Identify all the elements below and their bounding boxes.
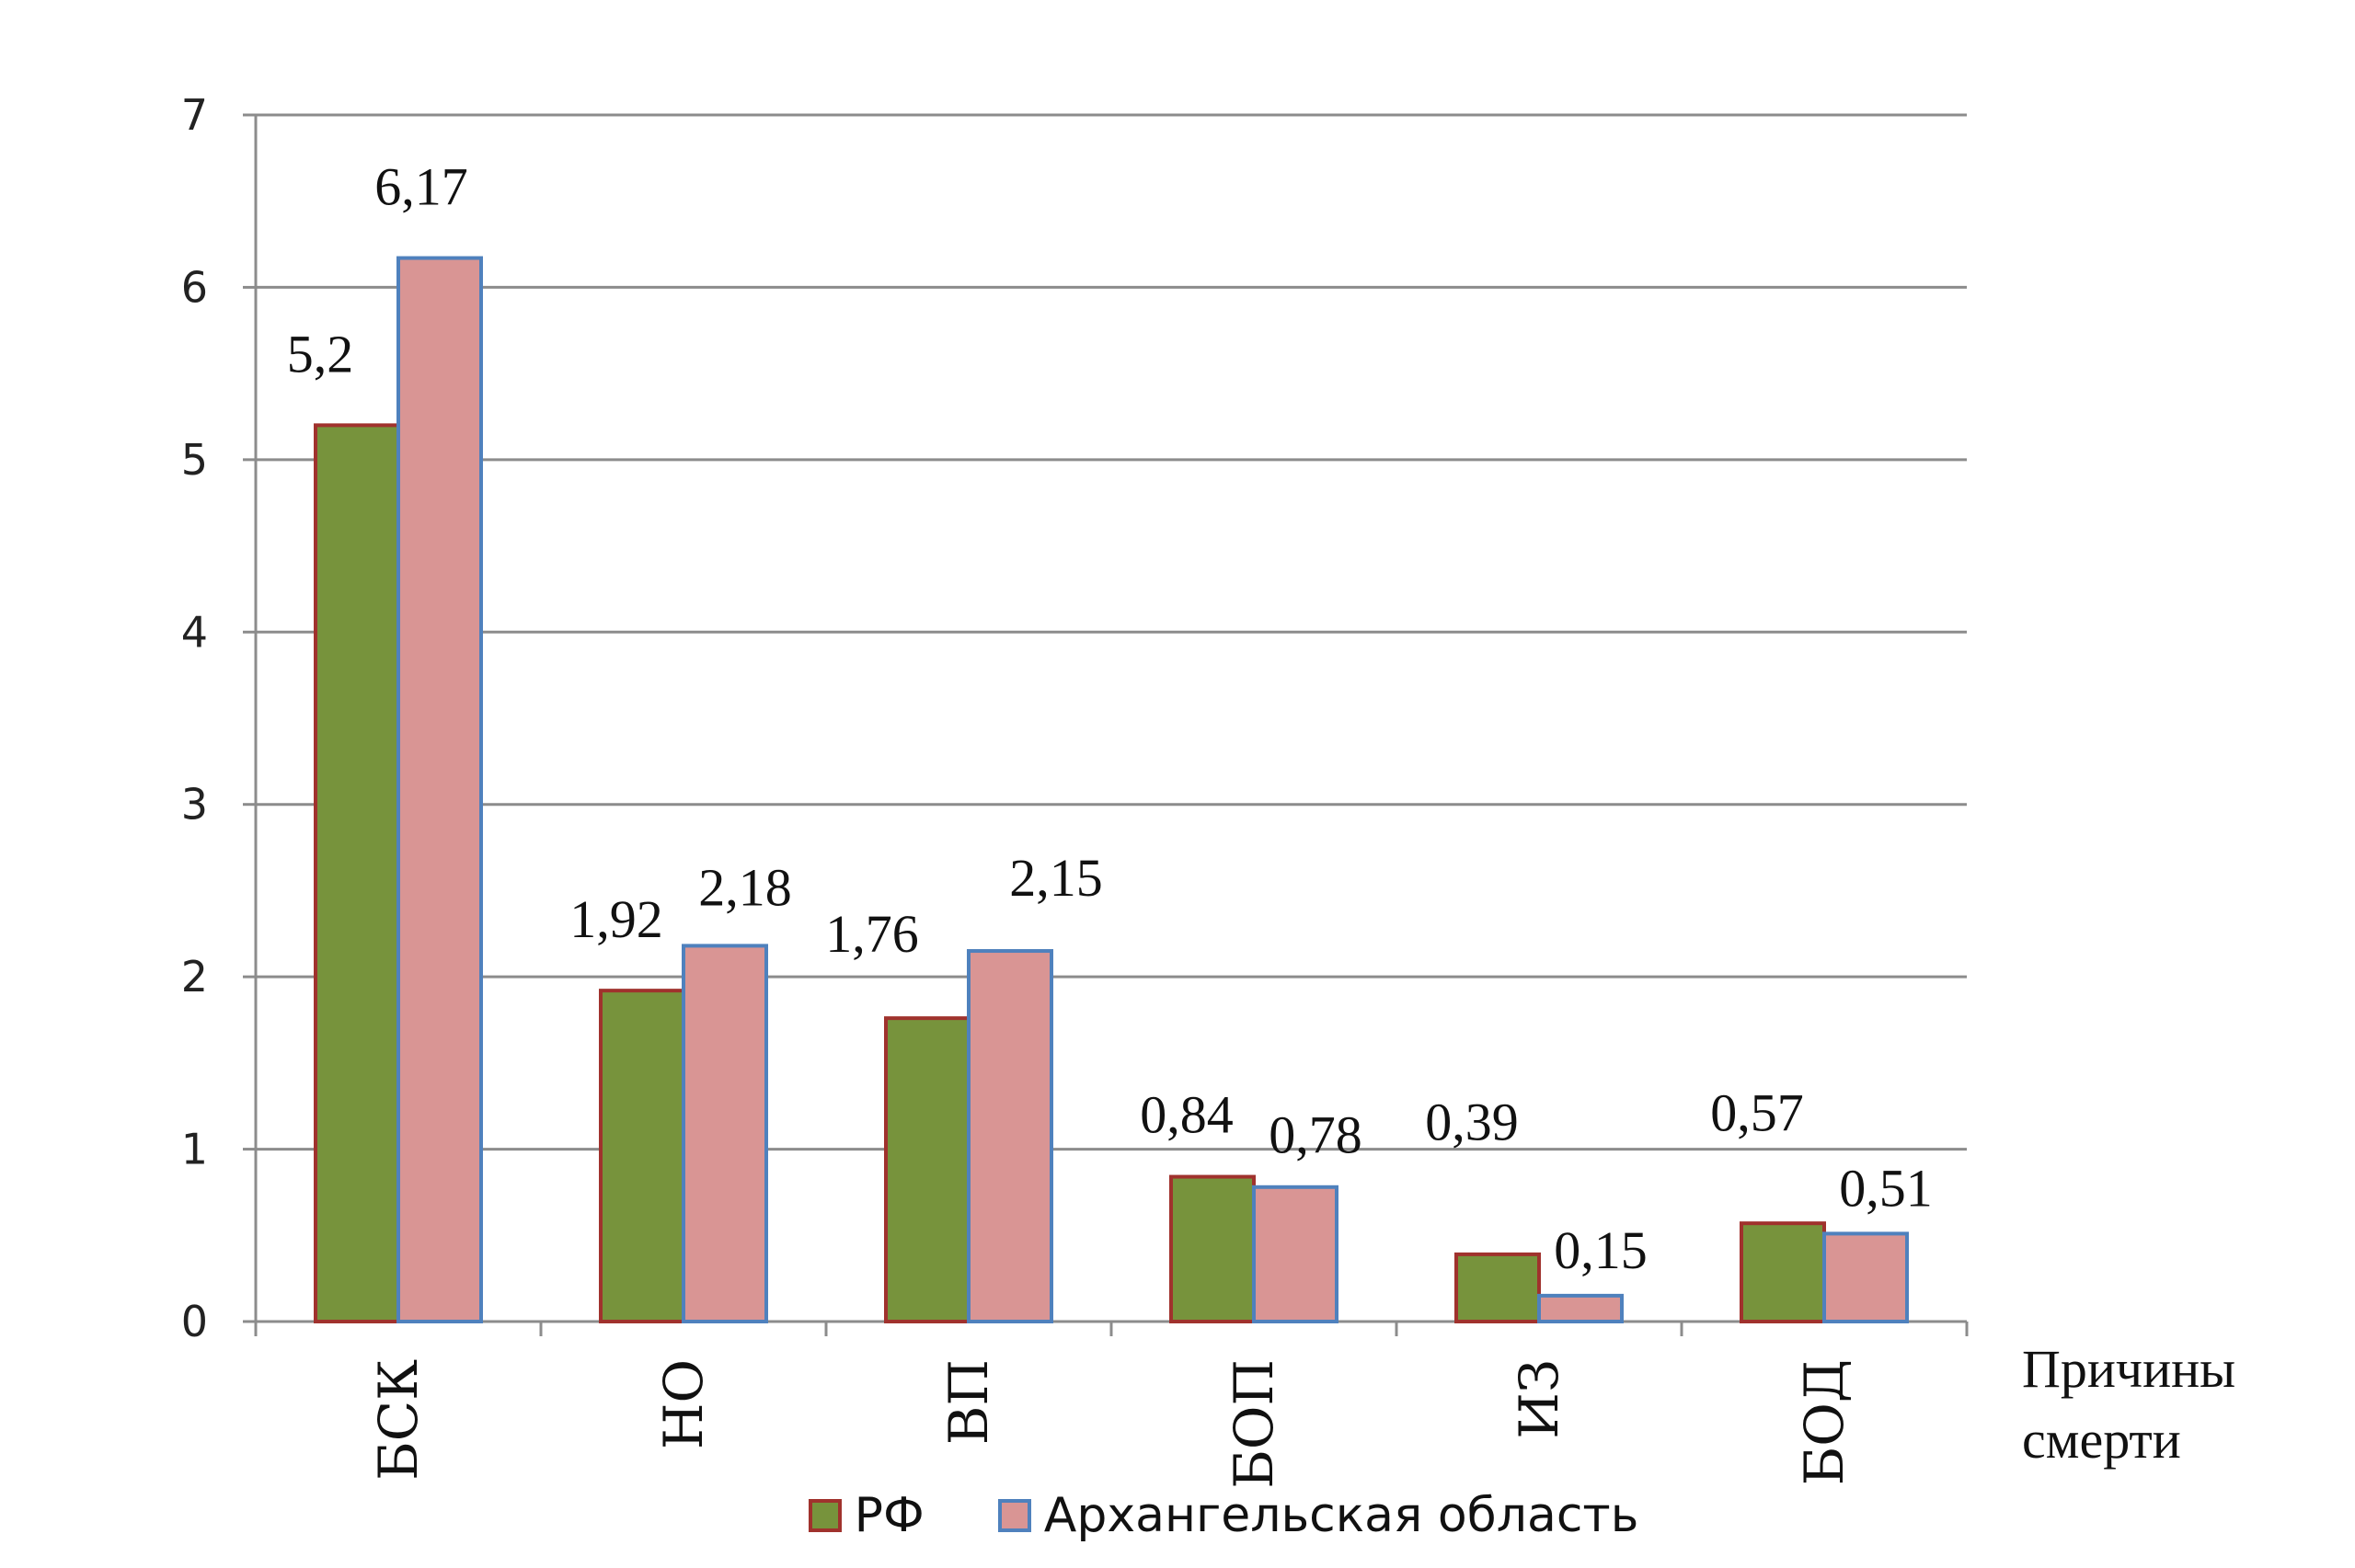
bar-arkhangelsk	[1822, 1231, 1909, 1323]
category-label: БОД	[1793, 1359, 1855, 1485]
bar-arkhangelsk	[1252, 1185, 1338, 1323]
y-tick-label: 0	[181, 1297, 208, 1346]
y-tick-label: 7	[181, 90, 208, 140]
y-tick-label: 1	[181, 1125, 208, 1174]
axes	[243, 113, 1969, 1336]
y-tick-labels: 0 1 2 3 4 5 6 7	[181, 90, 208, 1346]
data-label-rf: 0,39	[1425, 1093, 1519, 1152]
bar-rf	[884, 1016, 971, 1324]
legend-item-arkhangelsk: Архангельская область	[997, 1488, 1639, 1543]
data-label-rf: 1,92	[569, 889, 663, 949]
bar-arkhangelsk	[396, 256, 483, 1324]
bar-arkhangelsk	[1537, 1293, 1624, 1324]
data-label-rf: 1,76	[825, 904, 919, 964]
bar-rf	[599, 989, 685, 1323]
legend-item-rf: РФ	[808, 1488, 925, 1543]
data-label-arkhangelsk: 0,78	[1269, 1105, 1362, 1165]
bars	[314, 256, 1909, 1324]
data-labels: 5,2 6,17 1,92 2,18 1,76 2,15 0,84 0,78 0,39 0,15 0…	[287, 157, 1933, 1280]
bar-rf	[314, 423, 400, 1324]
data-label-arkhangelsk: 6,17	[374, 157, 468, 217]
data-label-arkhangelsk: 2,18	[698, 857, 792, 917]
data-label-rf: 0,84	[1140, 1085, 1234, 1145]
x-axis-title-line-1: Причины	[2022, 1339, 2235, 1399]
gridlines	[256, 113, 1967, 1151]
bar-rf	[1169, 1174, 1256, 1324]
bar-arkhangelsk	[967, 949, 1053, 1323]
category-label: ИЗ	[1508, 1359, 1570, 1439]
bar-arkhangelsk	[682, 944, 768, 1324]
category-label: БОП	[1223, 1359, 1285, 1489]
data-label-rf: 0,57	[1710, 1083, 1804, 1143]
legend-label-rf: РФ	[854, 1488, 925, 1543]
y-tick-label: 3	[181, 780, 208, 830]
data-label-arkhangelsk: 2,15	[1009, 848, 1103, 908]
y-tick-label: 4	[181, 607, 208, 657]
y-tick-label: 2	[181, 952, 208, 1001]
category-label: НО	[652, 1359, 715, 1449]
legend: РФ Архангельская область	[0, 1479, 2355, 1552]
y-tick-label: 5	[181, 435, 208, 485]
bar-rf	[1454, 1252, 1541, 1323]
bar-rf	[1740, 1221, 1826, 1324]
category-label: БСК	[367, 1359, 430, 1481]
data-label-arkhangelsk: 0,51	[1839, 1158, 1933, 1218]
legend-swatch-rf	[808, 1499, 842, 1532]
category-label: ВП	[937, 1359, 1000, 1445]
category-labels: БСК НО ВП БОП ИЗ БОД	[367, 1359, 1855, 1489]
data-label-rf: 5,2	[287, 324, 354, 383]
x-axis-title-line-2: смерти	[2022, 1410, 2181, 1470]
legend-swatch-arkhangelsk	[997, 1499, 1031, 1532]
y-tick-label: 6	[181, 262, 208, 312]
data-label-arkhangelsk: 0,15	[1554, 1220, 1648, 1280]
legend-label-arkhangelsk: Архангельская область	[1043, 1488, 1639, 1543]
